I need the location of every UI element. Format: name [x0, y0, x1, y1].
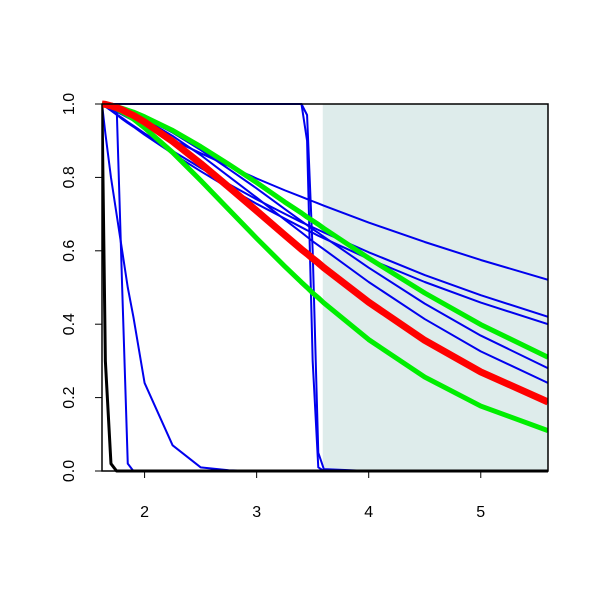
y-tick-label: 0.4	[61, 313, 78, 335]
y-tick-label: 0.8	[61, 166, 78, 188]
highlight-region	[322, 104, 548, 471]
x-tick-label: 3	[252, 504, 261, 521]
y-tick-label: 1.0	[61, 93, 78, 115]
y-tick-label: 0.0	[61, 460, 78, 482]
x-tick-label: 2	[140, 504, 149, 521]
x-tick-label: 5	[476, 504, 485, 521]
y-tick-label: 0.6	[61, 240, 78, 262]
y-tick-label: 0.2	[61, 386, 78, 408]
x-tick-label: 4	[364, 504, 373, 521]
plot-frame	[101, 103, 549, 472]
curve	[102, 100, 548, 406]
